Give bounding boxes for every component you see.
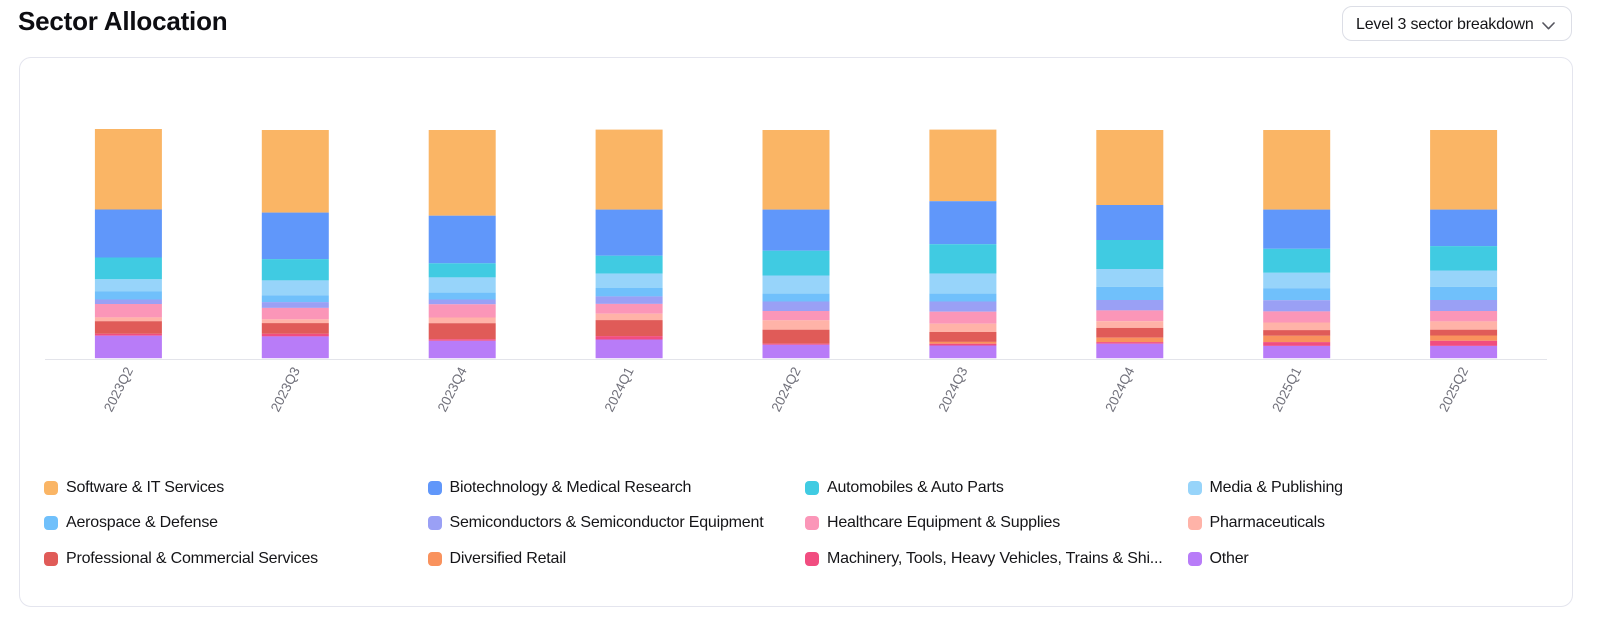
- svg-text:2024Q1: 2024Q1: [602, 365, 637, 415]
- svg-text:2024Q2: 2024Q2: [768, 365, 803, 415]
- svg-text:2023Q4: 2023Q4: [435, 364, 470, 414]
- svg-text:2024Q3: 2024Q3: [935, 365, 970, 415]
- svg-text:2025Q2: 2025Q2: [1436, 365, 1471, 415]
- svg-text:2023Q2: 2023Q2: [101, 365, 136, 415]
- svg-text:2025Q1: 2025Q1: [1269, 365, 1304, 415]
- svg-text:2024Q4: 2024Q4: [1102, 364, 1137, 414]
- svg-text:2023Q3: 2023Q3: [268, 365, 303, 415]
